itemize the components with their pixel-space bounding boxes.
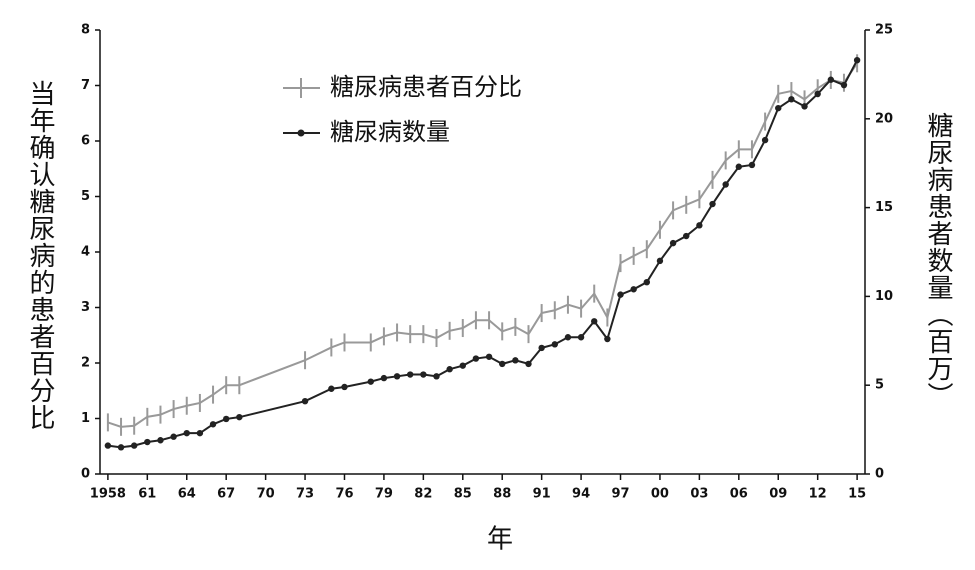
series-line [107,59,858,449]
x-tick-label: 91 [533,487,551,502]
point-marker [446,366,453,373]
legend-marker [297,129,305,137]
point-marker [788,96,795,103]
y-tick-label: 8 [81,23,90,38]
y2-tick-label: 5 [875,378,884,393]
x-tick-label: 03 [690,487,708,502]
point-marker [643,278,651,286]
point-marker [564,334,572,341]
point-marker [170,433,177,440]
y-tick-label: 7 [81,78,90,93]
point-marker [393,373,401,380]
point-marker [301,397,309,405]
point-marker [525,360,532,368]
point-marker [696,222,703,229]
point-marker [459,362,466,369]
point-marker [669,239,677,247]
point-marker [130,442,138,449]
x-tick-label: 09 [769,487,787,502]
x-axis-label: 年 [487,525,513,555]
point-marker [328,385,335,392]
y2-axis-label: 糖尿病患者数量（百万） [923,112,953,409]
point-marker [144,438,151,446]
point-marker [209,421,217,428]
x-tick-label: 61 [138,487,156,502]
x-tick-label: 94 [572,487,590,502]
point-marker [512,357,519,364]
x-tick-label: 06 [730,487,748,502]
y-tick-label: 3 [81,300,90,315]
point-marker [827,76,835,83]
point-marker [761,136,769,144]
point-marker [196,429,204,437]
y-tick-label: 4 [81,245,90,260]
y2-tick-label: 25 [875,23,893,38]
x-tick-label: 1958 [90,487,126,502]
legend-label: 糖尿病患者百分比 [330,73,522,101]
point-marker [604,335,611,343]
y2-tick-label: 15 [875,200,893,215]
point-marker [617,291,624,298]
x-tick-label: 79 [375,487,393,502]
point-marker [775,104,782,112]
point-marker [367,378,374,385]
x-tick-label: 64 [178,487,196,502]
point-marker [538,344,545,352]
point-marker [630,286,637,293]
point-marker [840,81,848,89]
point-marker [472,355,480,362]
x-tick-label: 67 [217,487,235,502]
x-tick-label: 97 [611,487,629,502]
x-tick-label: 82 [414,487,432,502]
x-tick-label: 70 [257,487,275,502]
point-marker [853,56,861,64]
point-marker [222,415,230,423]
point-marker [433,373,440,380]
y2-tick-label: 20 [875,111,893,126]
y-tick-label: 0 [81,467,90,482]
y-tick-label: 1 [81,411,90,426]
y-tick-label: 6 [81,134,90,149]
point-marker [420,371,427,378]
point-marker [551,341,558,348]
point-marker [117,444,125,451]
x-tick-label: 88 [493,487,511,502]
y-tick-label: 2 [81,356,90,371]
point-marker [722,181,729,188]
point-marker [709,200,716,208]
x-tick-label: 00 [651,487,669,502]
x-tick-label: 76 [335,487,353,502]
point-marker [591,318,598,325]
point-marker [735,163,743,170]
point-marker [683,232,690,240]
y-tick-label: 5 [81,189,90,204]
point-marker [183,429,190,437]
point-marker [157,437,164,444]
y2-tick-label: 10 [875,289,893,304]
x-tick-label: 12 [809,487,827,502]
x-tick-label: 85 [454,487,472,502]
point-marker [407,371,414,378]
point-marker [499,360,506,368]
point-marker [656,257,664,265]
point-marker [748,161,756,169]
point-marker [104,442,112,449]
legend-label: 糖尿病数量 [330,118,450,146]
x-tick-label: 73 [296,487,314,502]
x-tick-label: 15 [848,487,866,502]
point-marker [485,353,493,360]
point-marker [577,334,585,341]
point-marker [380,374,388,382]
series-line [107,62,858,428]
point-marker [341,383,348,391]
point-marker [236,413,243,421]
y-axis-label: 当年确认糖尿病的患者百分比 [25,80,55,431]
point-marker [814,90,821,98]
point-marker [801,103,808,110]
y2-tick-label: 0 [875,467,884,482]
